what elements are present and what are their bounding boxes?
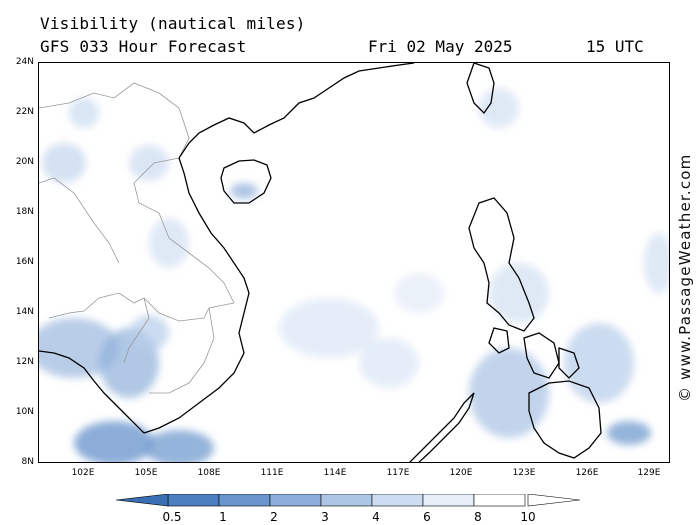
legend-label: 0.5 xyxy=(162,510,182,524)
map-title: Visibility (nautical miles) xyxy=(40,14,306,33)
lon-label: 108E xyxy=(197,468,221,478)
legend-arrow-high xyxy=(527,493,581,507)
forecast-time: 15 UTC xyxy=(586,37,644,56)
lat-label: 20N xyxy=(15,157,34,167)
lat-label: 22N xyxy=(15,107,34,117)
lat-label: 18N xyxy=(15,207,34,217)
legend-label: 1 xyxy=(219,510,227,524)
lat-label: 10N xyxy=(15,407,34,417)
passageweather-watermark: © www.PassageWeather.com xyxy=(676,153,694,402)
forecast-date: Fri 02 May 2025 xyxy=(368,37,513,56)
legend-arrow-low xyxy=(115,493,169,507)
lon-label: 129E xyxy=(637,468,661,478)
coastlines xyxy=(39,63,602,462)
visibility-map xyxy=(38,62,670,463)
lat-label: 8N xyxy=(21,457,34,467)
lon-label: 111E xyxy=(260,468,284,478)
country-borders xyxy=(39,82,235,394)
legend-label: 8 xyxy=(474,510,482,524)
legend-label: 2 xyxy=(270,510,278,524)
legend-label: 6 xyxy=(423,510,431,524)
lat-label: 16N xyxy=(15,257,34,267)
legend-segment xyxy=(422,493,475,507)
visibility-haze xyxy=(39,88,669,462)
legend-segment xyxy=(371,493,424,507)
legend-segment xyxy=(269,493,322,507)
legend-label: 10 xyxy=(520,510,536,524)
lon-label: 117E xyxy=(386,468,410,478)
lon-label: 123E xyxy=(512,468,536,478)
legend-label: 3 xyxy=(321,510,329,524)
lon-label: 105E xyxy=(134,468,158,478)
forecast-run: GFS 033 Hour Forecast xyxy=(40,37,247,56)
legend-segment xyxy=(167,493,220,507)
lat-label: 14N xyxy=(15,307,34,317)
legend-label: 4 xyxy=(372,510,380,524)
lon-label: 120E xyxy=(449,468,473,478)
legend-colorbar xyxy=(115,493,581,507)
legend-segment xyxy=(320,493,373,507)
lon-label: 126E xyxy=(575,468,599,478)
lat-label: 12N xyxy=(15,357,34,367)
legend-segment xyxy=(218,493,271,507)
lon-label: 102E xyxy=(71,468,95,478)
lat-label: 24N xyxy=(15,57,34,67)
visibility-legend: 0.5 1 2 3 4 6 8 10 xyxy=(115,493,586,524)
map-canvas xyxy=(39,63,669,462)
legend-segment xyxy=(473,493,526,507)
lon-label: 114E xyxy=(323,468,347,478)
